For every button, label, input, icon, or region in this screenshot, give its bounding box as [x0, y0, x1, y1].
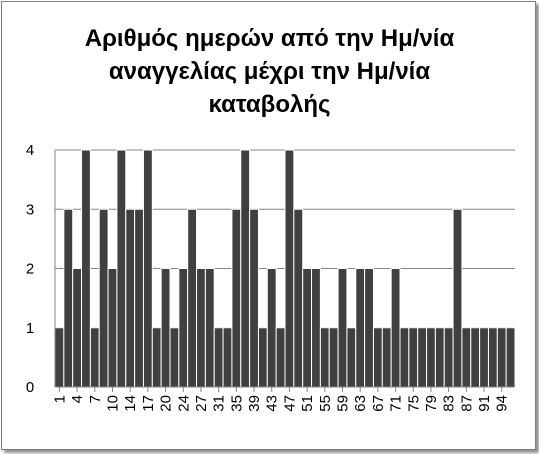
x-tick-label: 55 — [317, 395, 334, 412]
x-tick-label: 67 — [370, 395, 387, 412]
bar — [284, 149, 295, 388]
x-tick-label: 35 — [228, 395, 245, 412]
bar — [142, 149, 153, 388]
bar — [479, 327, 489, 388]
bar — [355, 268, 366, 388]
bar — [293, 208, 304, 388]
bar — [302, 268, 313, 388]
bar — [496, 327, 507, 388]
x-tick-label: 91 — [476, 395, 493, 412]
bar — [390, 268, 401, 388]
bar — [452, 208, 463, 388]
bar — [89, 327, 100, 388]
bar — [505, 327, 516, 388]
bar — [125, 208, 136, 388]
x-tick-label: 47 — [281, 395, 298, 412]
x-tick-label: 17 — [140, 395, 157, 412]
x-tick-label: 43 — [264, 395, 281, 412]
bar — [408, 327, 419, 388]
bar — [72, 268, 83, 388]
x-tick-label: 83 — [441, 395, 458, 412]
x-tick-label: 10 — [105, 395, 122, 412]
bar — [426, 327, 436, 388]
bar — [134, 208, 144, 388]
x-tick-label: 59 — [335, 395, 352, 412]
bar — [160, 268, 171, 388]
bar — [346, 327, 357, 388]
bar — [372, 327, 383, 388]
bar — [81, 149, 91, 388]
bar — [187, 208, 198, 388]
bar — [381, 327, 392, 388]
bar — [337, 268, 348, 388]
x-tick-label: 27 — [193, 395, 210, 412]
x-tick-label: 63 — [352, 395, 369, 412]
x-tick-label: 79 — [423, 395, 440, 412]
bar — [319, 327, 330, 388]
chart-title-line-3: καταβολής — [208, 91, 331, 118]
bar — [311, 268, 321, 388]
bar — [328, 327, 339, 388]
bar — [151, 327, 162, 388]
x-tick-label: 71 — [388, 395, 405, 412]
bar — [54, 327, 65, 388]
bar — [169, 327, 180, 388]
bar — [470, 327, 481, 388]
bar — [461, 327, 472, 388]
x-tick-label: 24 — [175, 395, 192, 412]
bar — [222, 327, 233, 388]
y-tick-label: 4 — [26, 142, 34, 159]
bar — [399, 327, 410, 388]
bar — [443, 327, 454, 388]
y-tick-label: 1 — [26, 320, 34, 337]
y-tick-label: 0 — [26, 379, 34, 396]
x-tick-label: 39 — [246, 395, 263, 412]
bar — [231, 208, 242, 388]
bar — [266, 268, 277, 388]
bar — [204, 268, 215, 388]
x-tick-label: 87 — [458, 395, 475, 412]
x-tick-label: 1 — [51, 395, 68, 403]
y-tick-label: 3 — [26, 201, 34, 218]
bar — [249, 208, 259, 388]
bar — [364, 268, 374, 388]
bar — [213, 327, 224, 388]
y-tick-label: 2 — [26, 261, 34, 278]
bar — [275, 327, 286, 388]
bar — [116, 149, 127, 388]
bar — [434, 327, 445, 388]
bar — [257, 327, 268, 388]
x-tick-label: 4 — [69, 395, 86, 403]
x-tick-label: 14 — [122, 395, 139, 412]
x-tick-label: 51 — [299, 395, 316, 412]
x-tick-label: 7 — [87, 395, 104, 403]
x-tick-label: 20 — [158, 395, 175, 412]
bar — [240, 149, 251, 388]
chart-title-line-2: αναγγελίας μέχρι την Ημ/νία — [108, 58, 431, 85]
bar — [63, 208, 74, 388]
x-tick-label: 75 — [405, 395, 422, 412]
x-tick-label: 94 — [494, 395, 511, 412]
bar — [196, 268, 206, 388]
chart-title-line-1: Αριθμός ημερών από την Ημ/νία — [84, 25, 455, 52]
bar — [487, 327, 498, 388]
bar — [98, 208, 109, 388]
bar — [107, 268, 118, 388]
bar — [417, 327, 428, 388]
chart-title: Αριθμός ημερών από την Ημ/νία αναγγελίας… — [0, 22, 539, 121]
x-tick-label: 31 — [211, 395, 228, 412]
bar — [178, 268, 189, 388]
